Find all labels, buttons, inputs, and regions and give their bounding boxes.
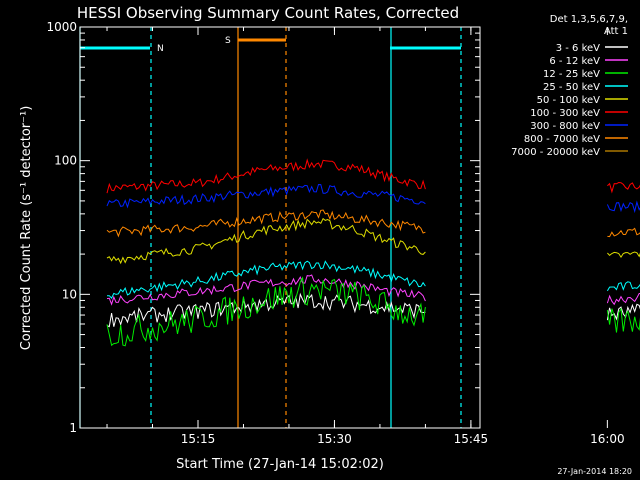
legend-header: Det 1,3,5,6,7,9, [550, 14, 628, 25]
legend-label: 6 - 12 keV [549, 56, 600, 67]
x-tick-label: 15:45 [454, 432, 489, 446]
series-line-6 [106, 183, 426, 209]
plot-frame [79, 26, 481, 429]
legend: Det 1,3,5,6,7,9,Att 1 3 - 6 keV 6 - 12 keV… [511, 14, 628, 158]
x-axis-title: Start Time (27-Jan-14 15:02:02) [176, 457, 384, 472]
night-flag-label: N [157, 44, 164, 54]
x-tick-label: 16:00 [590, 432, 625, 446]
series-line-5 [106, 158, 426, 194]
legend-label: 25 - 50 keV [543, 82, 600, 93]
footer-timestamp: 27-Jan-2014 18:20 [557, 467, 632, 476]
y-tick-label: 1 [69, 421, 77, 435]
legend-label: 50 - 100 keV [537, 95, 601, 106]
series-line-7 [106, 209, 426, 238]
series-line-1 [106, 274, 426, 306]
y-axis-title: Corrected Count Rate (s⁻¹ detector⁻¹) [19, 106, 34, 351]
series-line-2 [106, 276, 426, 347]
y-tick-label: 100 [54, 154, 77, 168]
legend-label: 12 - 25 keV [543, 69, 600, 80]
legend-label: 3 - 6 keV [556, 43, 600, 54]
legend-header: Att 1 [604, 26, 628, 37]
legend-label: 800 - 7000 keV [524, 134, 600, 145]
x-tick-label: 15:15 [181, 432, 216, 446]
y-tick-label: 10 [62, 287, 77, 301]
series-line-3 [106, 260, 426, 299]
series-line-4 [106, 217, 426, 265]
saa-flag-label: S [225, 36, 231, 46]
legend-label: 100 - 300 keV [530, 108, 600, 119]
legend-label: 7000 - 20000 keV [511, 147, 600, 158]
x-tick-label: 15:30 [317, 432, 352, 446]
plot-area: NS [79, 27, 640, 428]
chart-title: HESSI Observing Summary Count Rates, Cor… [77, 4, 459, 22]
legend-label: 300 - 800 keV [530, 121, 600, 132]
y-tick-label: 1000 [46, 20, 77, 34]
